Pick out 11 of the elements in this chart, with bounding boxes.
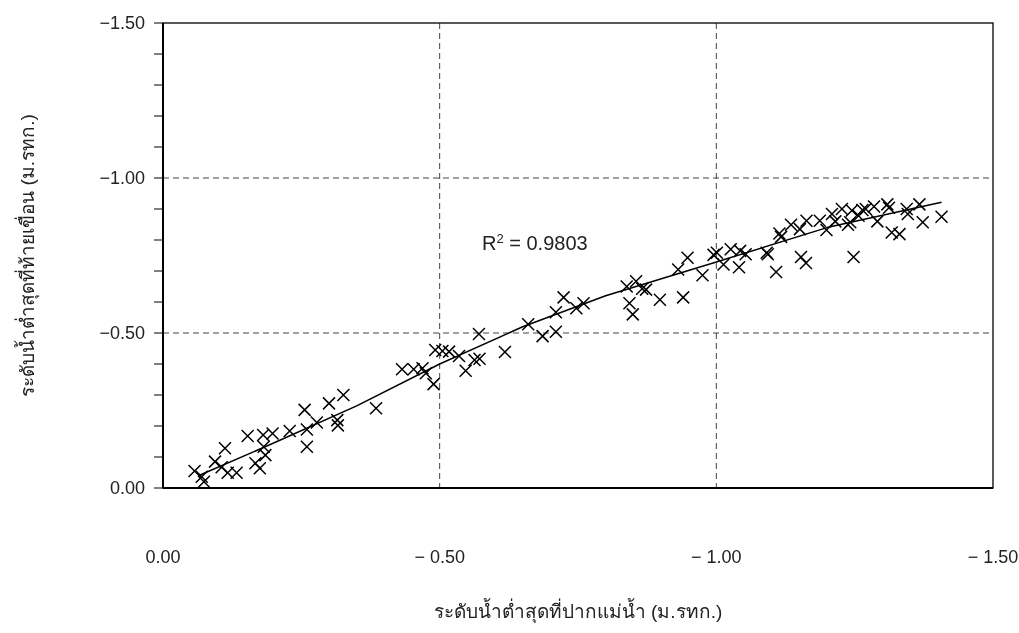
x-axis-title: ระดับน้ำต่ำสุดที่ปากแม่น้ำ (ม.รทก.) <box>433 598 723 624</box>
y-axis-title: ระดับน้ำต่ำสุดที่ท้ายเขื่อน (ม.รทก.) <box>14 114 40 397</box>
y-tick-label: 0.00 <box>109 478 145 498</box>
x-tick-label: − 1.00 <box>691 547 742 567</box>
annotation: R$^{2}$ = 0.9803 <box>482 230 588 254</box>
y-tick-label: −0.50 <box>99 323 145 343</box>
x-tick-label: − 1.50 <box>967 547 1019 567</box>
y-tick-label: −1.50 <box>99 13 145 33</box>
x-tick-label: 0.00 <box>145 547 181 567</box>
y-tick-label: −1.00 <box>99 168 145 188</box>
x-tick-label: − 0.50 <box>414 547 465 567</box>
